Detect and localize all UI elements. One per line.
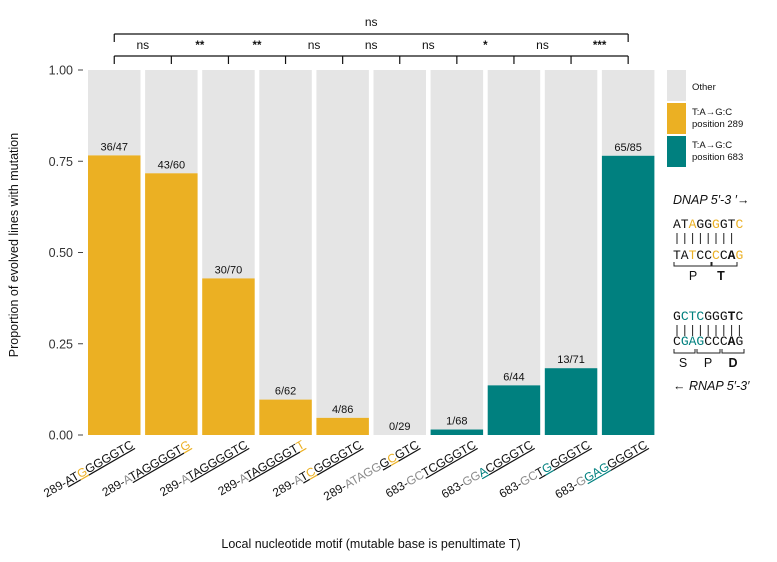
legend-swatch-other [667,70,686,101]
rnap-marker: D [728,356,737,370]
x-tick-label: 289-ATGGGGGTC [41,437,136,500]
bar-data-label: 6/44 [503,371,524,383]
rnap-bracket-s [673,349,696,354]
bar-other-10 [601,70,655,156]
bar-data-label: 13/71 [557,354,585,366]
bar-other-2 [145,70,198,174]
y-tick-label: 1.00 [49,64,73,78]
bar-mutation-8 [487,385,541,435]
bars-group: 36/47 43/60 30/70 6/62 4/86 0/29 1/68 6/44 13/71… [88,70,655,436]
bar-mutation-10 [601,155,655,435]
bar-data-label: 30/70 [215,264,243,276]
rnap-bracket-p [696,349,721,354]
x-tick-label: 289-ATAGGGCGTC [321,437,421,503]
dnap-bracket-p [673,262,712,267]
significance-label: ** [195,40,204,52]
legend-label: T:A→G:C [692,107,732,118]
bar-mutation-3 [202,278,255,435]
bar-other-8 [487,70,541,386]
significance-label: ns [422,38,435,52]
legend-label: position 289 [692,119,743,130]
dnap-bracket-t [711,262,738,267]
legend-label: position 683 [692,152,743,163]
bar-mutation-5 [316,417,369,435]
bar-other-1 [88,70,141,156]
significance-label: ns [136,38,149,52]
y-tick-label: 0.00 [49,429,73,443]
rnap-marker: P [704,356,712,370]
x-tick-label: 683-GGAGGGGTC [553,437,650,501]
y-axis: 0.00 0.25 0.50 0.75 1.00 [49,64,83,443]
y-tick-label: 0.75 [49,155,73,169]
y-axis-title: Proportion of evolved lines with mutatio… [7,133,21,357]
bar-data-label: 6/62 [275,386,296,398]
significance-brackets: ns ** ** ns ns ns * ns *** ns [113,15,629,64]
bar-data-label: 65/85 [614,142,642,154]
y-tick-label: 0.50 [49,246,73,260]
bar-other-5 [316,70,369,418]
legend-swatch-pos683 [667,136,686,167]
polymerase-annotation: DNAP 5′-3 ′→ ATAGGGGTC TATCCCCAG P T GCTCGGGT… [673,193,750,393]
legend-label: T:A→G:C [692,140,732,151]
significance-overall-label: ns [365,15,378,29]
x-axis-title: Local nucleotide motif (mutable base is … [221,537,520,551]
bar-mutation-7 [430,429,484,435]
dnap-marker: P [689,269,697,283]
dnap-marker: T [717,269,725,283]
significance-label: ns [536,38,549,52]
significance-label: ns [365,38,378,52]
bar-other-7 [430,70,484,430]
bar-data-label: 4/86 [332,404,353,416]
significance-label: ns [308,38,321,52]
bar-other-6 [373,70,426,435]
legend-swatch-pos289 [667,103,686,134]
bar-mutation-1 [88,155,141,435]
bar-data-label: 1/68 [446,416,467,428]
x-axis: 289-ATGGGGGTC289-ATAGGGGTG289-ATAGGGGTC2… [41,437,650,503]
rnap-marker: S [679,356,687,370]
bar-mutation-2 [145,173,198,436]
bar-data-label: 36/47 [100,141,128,153]
significance-label: *** [593,40,607,52]
bar-mutation-9 [544,368,598,435]
bar-other-3 [202,70,255,279]
rnap-top-strand: GCTCGGGTC [673,309,743,324]
bar-other-9 [544,70,598,369]
bar-mutation-4 [259,399,312,435]
rnap-bracket-d [721,349,745,354]
rnap-bottom-strand: CGAGCCCAG [673,334,743,349]
dnap-bottom-strand: TATCCCCAG [673,248,743,263]
bar-data-label: 0/29 [389,421,410,433]
dnap-direction-label: DNAP 5′-3 ′→ [673,193,749,207]
y-tick-label: 0.25 [49,337,73,351]
legend-label: Other [692,82,716,93]
rnap-direction-label: ← RNAP 5′-3′ [673,379,750,393]
bar-data-label: 43/60 [158,159,186,171]
dnap-top-strand: ATAGGGGTC [673,217,743,232]
significance-label: ** [253,40,262,52]
significance-label: * [483,40,488,52]
bar-other-4 [259,70,312,400]
